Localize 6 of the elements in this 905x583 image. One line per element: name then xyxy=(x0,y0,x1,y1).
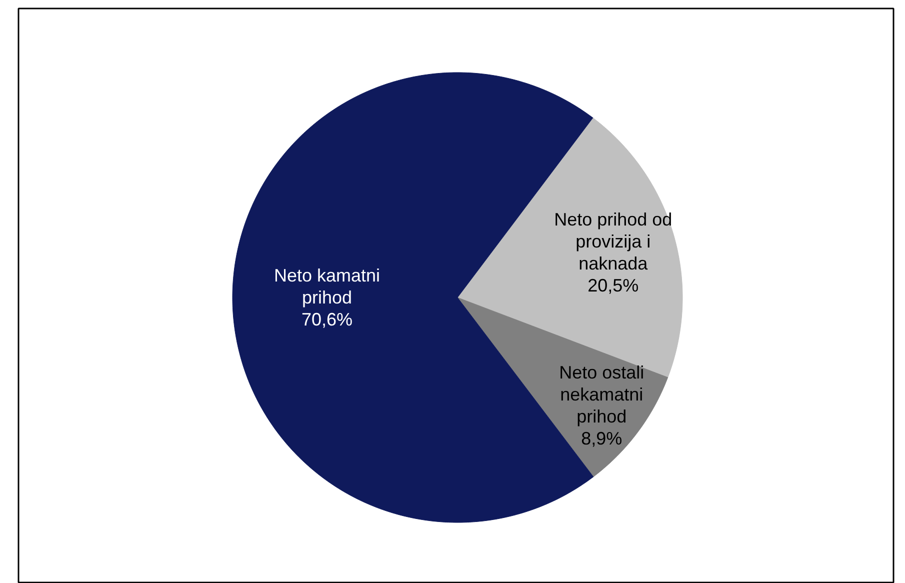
slice-label: Neto prihod od provizija i naknada xyxy=(554,210,672,274)
data-label: 20,5% xyxy=(588,276,639,296)
data-label: 8,9% xyxy=(581,428,622,448)
data-label: 70,6% xyxy=(301,310,353,330)
slice-label: Neto kamatni prihod xyxy=(274,266,380,308)
slice-label: Neto ostali nekamatni prihod xyxy=(559,362,644,426)
